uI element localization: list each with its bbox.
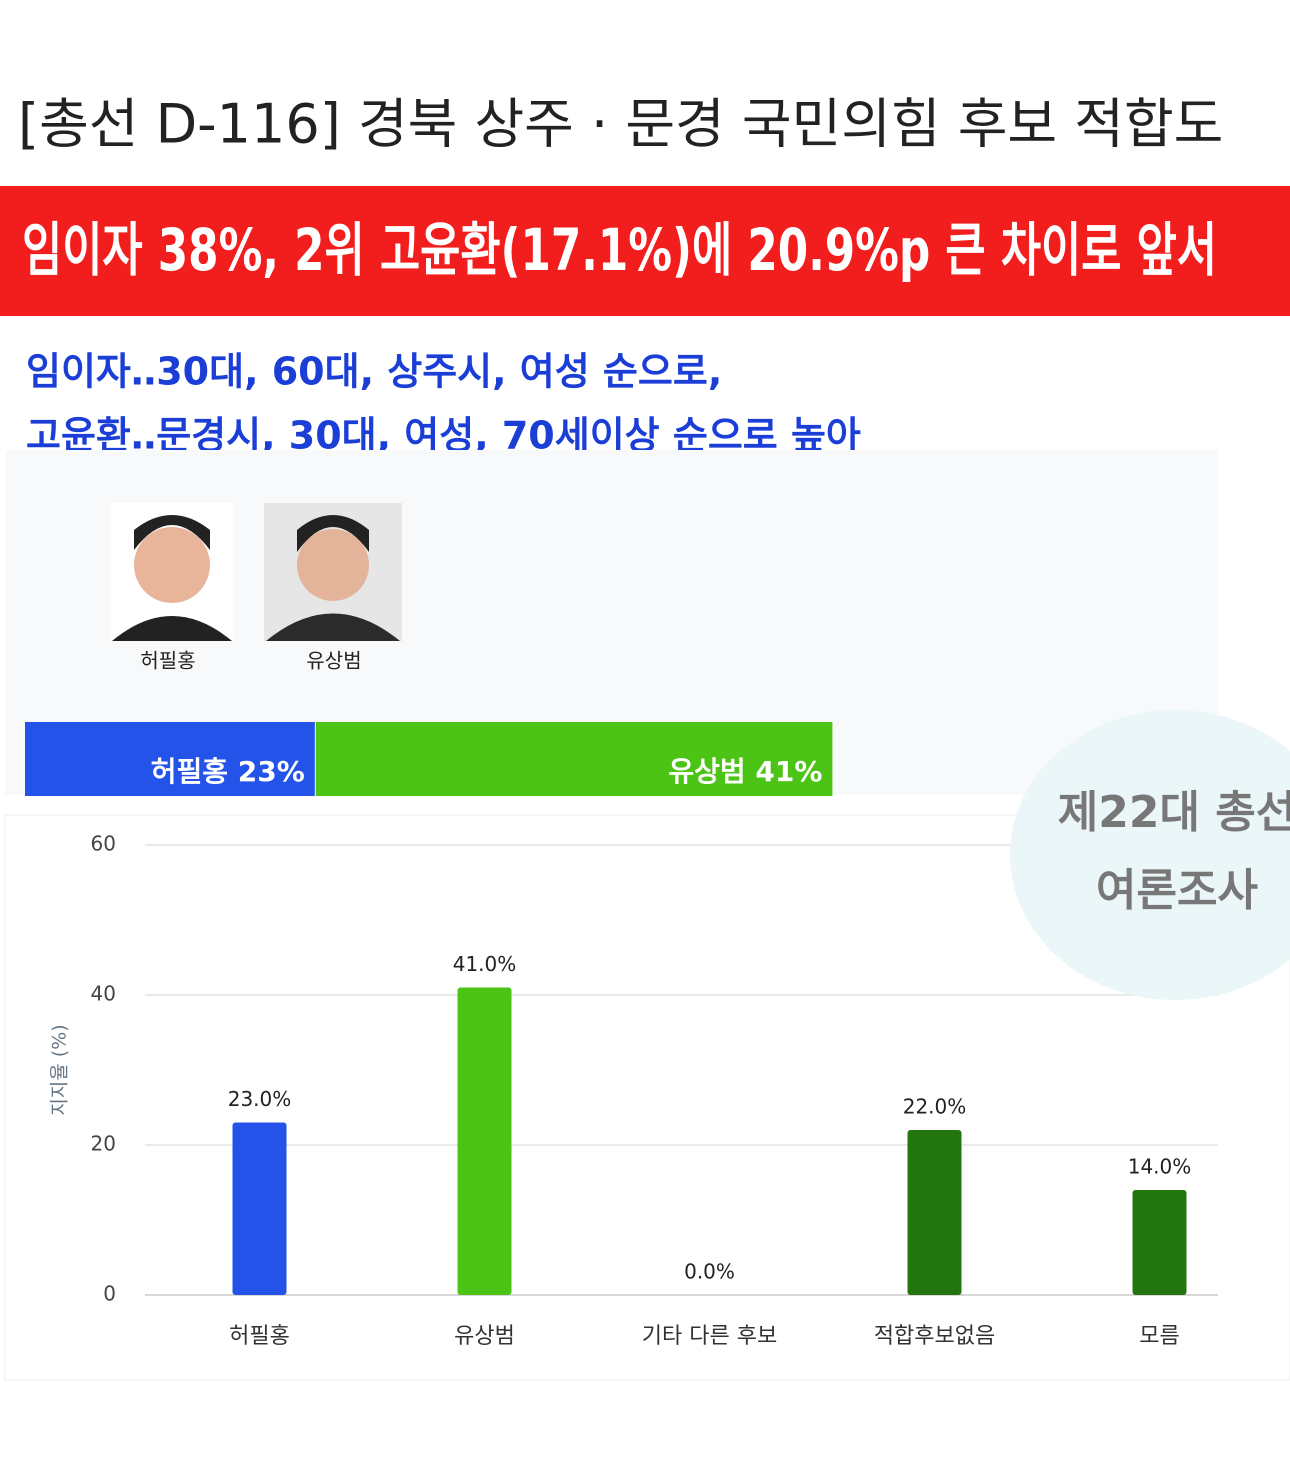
badge-text: 여론조사 [1096, 865, 1258, 916]
summary-label: 유상범 41% [668, 755, 822, 788]
y-axis-label: 지지율 (%) [49, 1024, 71, 1115]
x-tick-label: 모름 [1139, 1324, 1179, 1349]
title: [총선 D-116] 경북 상주 · 문경 국민의힘 후보 적합도 [18, 93, 1223, 156]
data-label: 23.0% [228, 1087, 292, 1111]
summary-label: 허필홍 23% [151, 755, 305, 788]
chart: 0 20 40 60 지지율 (%) 허필홍 23.0% 유상범 41.0% 기타 다른 후보 0.… [49, 832, 1218, 1349]
summary-bar: 허필홍 23% 유상범 41% [25, 722, 833, 796]
x-tick-label: 허필홍 [229, 1324, 290, 1349]
x-tick-label: 적합후보없음 [874, 1324, 995, 1349]
bar [1132, 1190, 1187, 1295]
summary-segment [315, 722, 833, 796]
summary-segment [25, 722, 315, 796]
y-tick-label: 20 [91, 1132, 116, 1156]
y-tick-label: 60 [91, 832, 116, 856]
data-label: 22.0% [903, 1095, 967, 1119]
bar [907, 1130, 962, 1295]
data-label: 14.0% [1128, 1155, 1192, 1179]
y-tick-label: 40 [91, 982, 116, 1006]
photo [264, 503, 402, 641]
bar [232, 1122, 287, 1295]
data-label: 41.0% [453, 952, 517, 976]
headline-banner [0, 186, 1290, 316]
headline: 임이자 38%, 2위 고윤환(17.1%)에 20.9%p 큰 차이로 앞서 [22, 216, 1217, 284]
x-tick-label: 기타 다른 후보 [642, 1324, 777, 1349]
bar [457, 987, 512, 1295]
photo [110, 503, 234, 641]
x-tick-label: 유상범 [454, 1324, 515, 1349]
candidate-name: 허필홍 [140, 649, 195, 673]
y-tick-label: 0 [103, 1282, 116, 1306]
subtitle: 임이자‥30대, 60대, 상주시, 여성 순으로, [26, 350, 722, 394]
badge [1010, 710, 1290, 1000]
candidate-name: 유상범 [306, 649, 361, 673]
data-label: 0.0% [684, 1260, 735, 1284]
badge-text: 제22대 총선 [1058, 787, 1290, 838]
